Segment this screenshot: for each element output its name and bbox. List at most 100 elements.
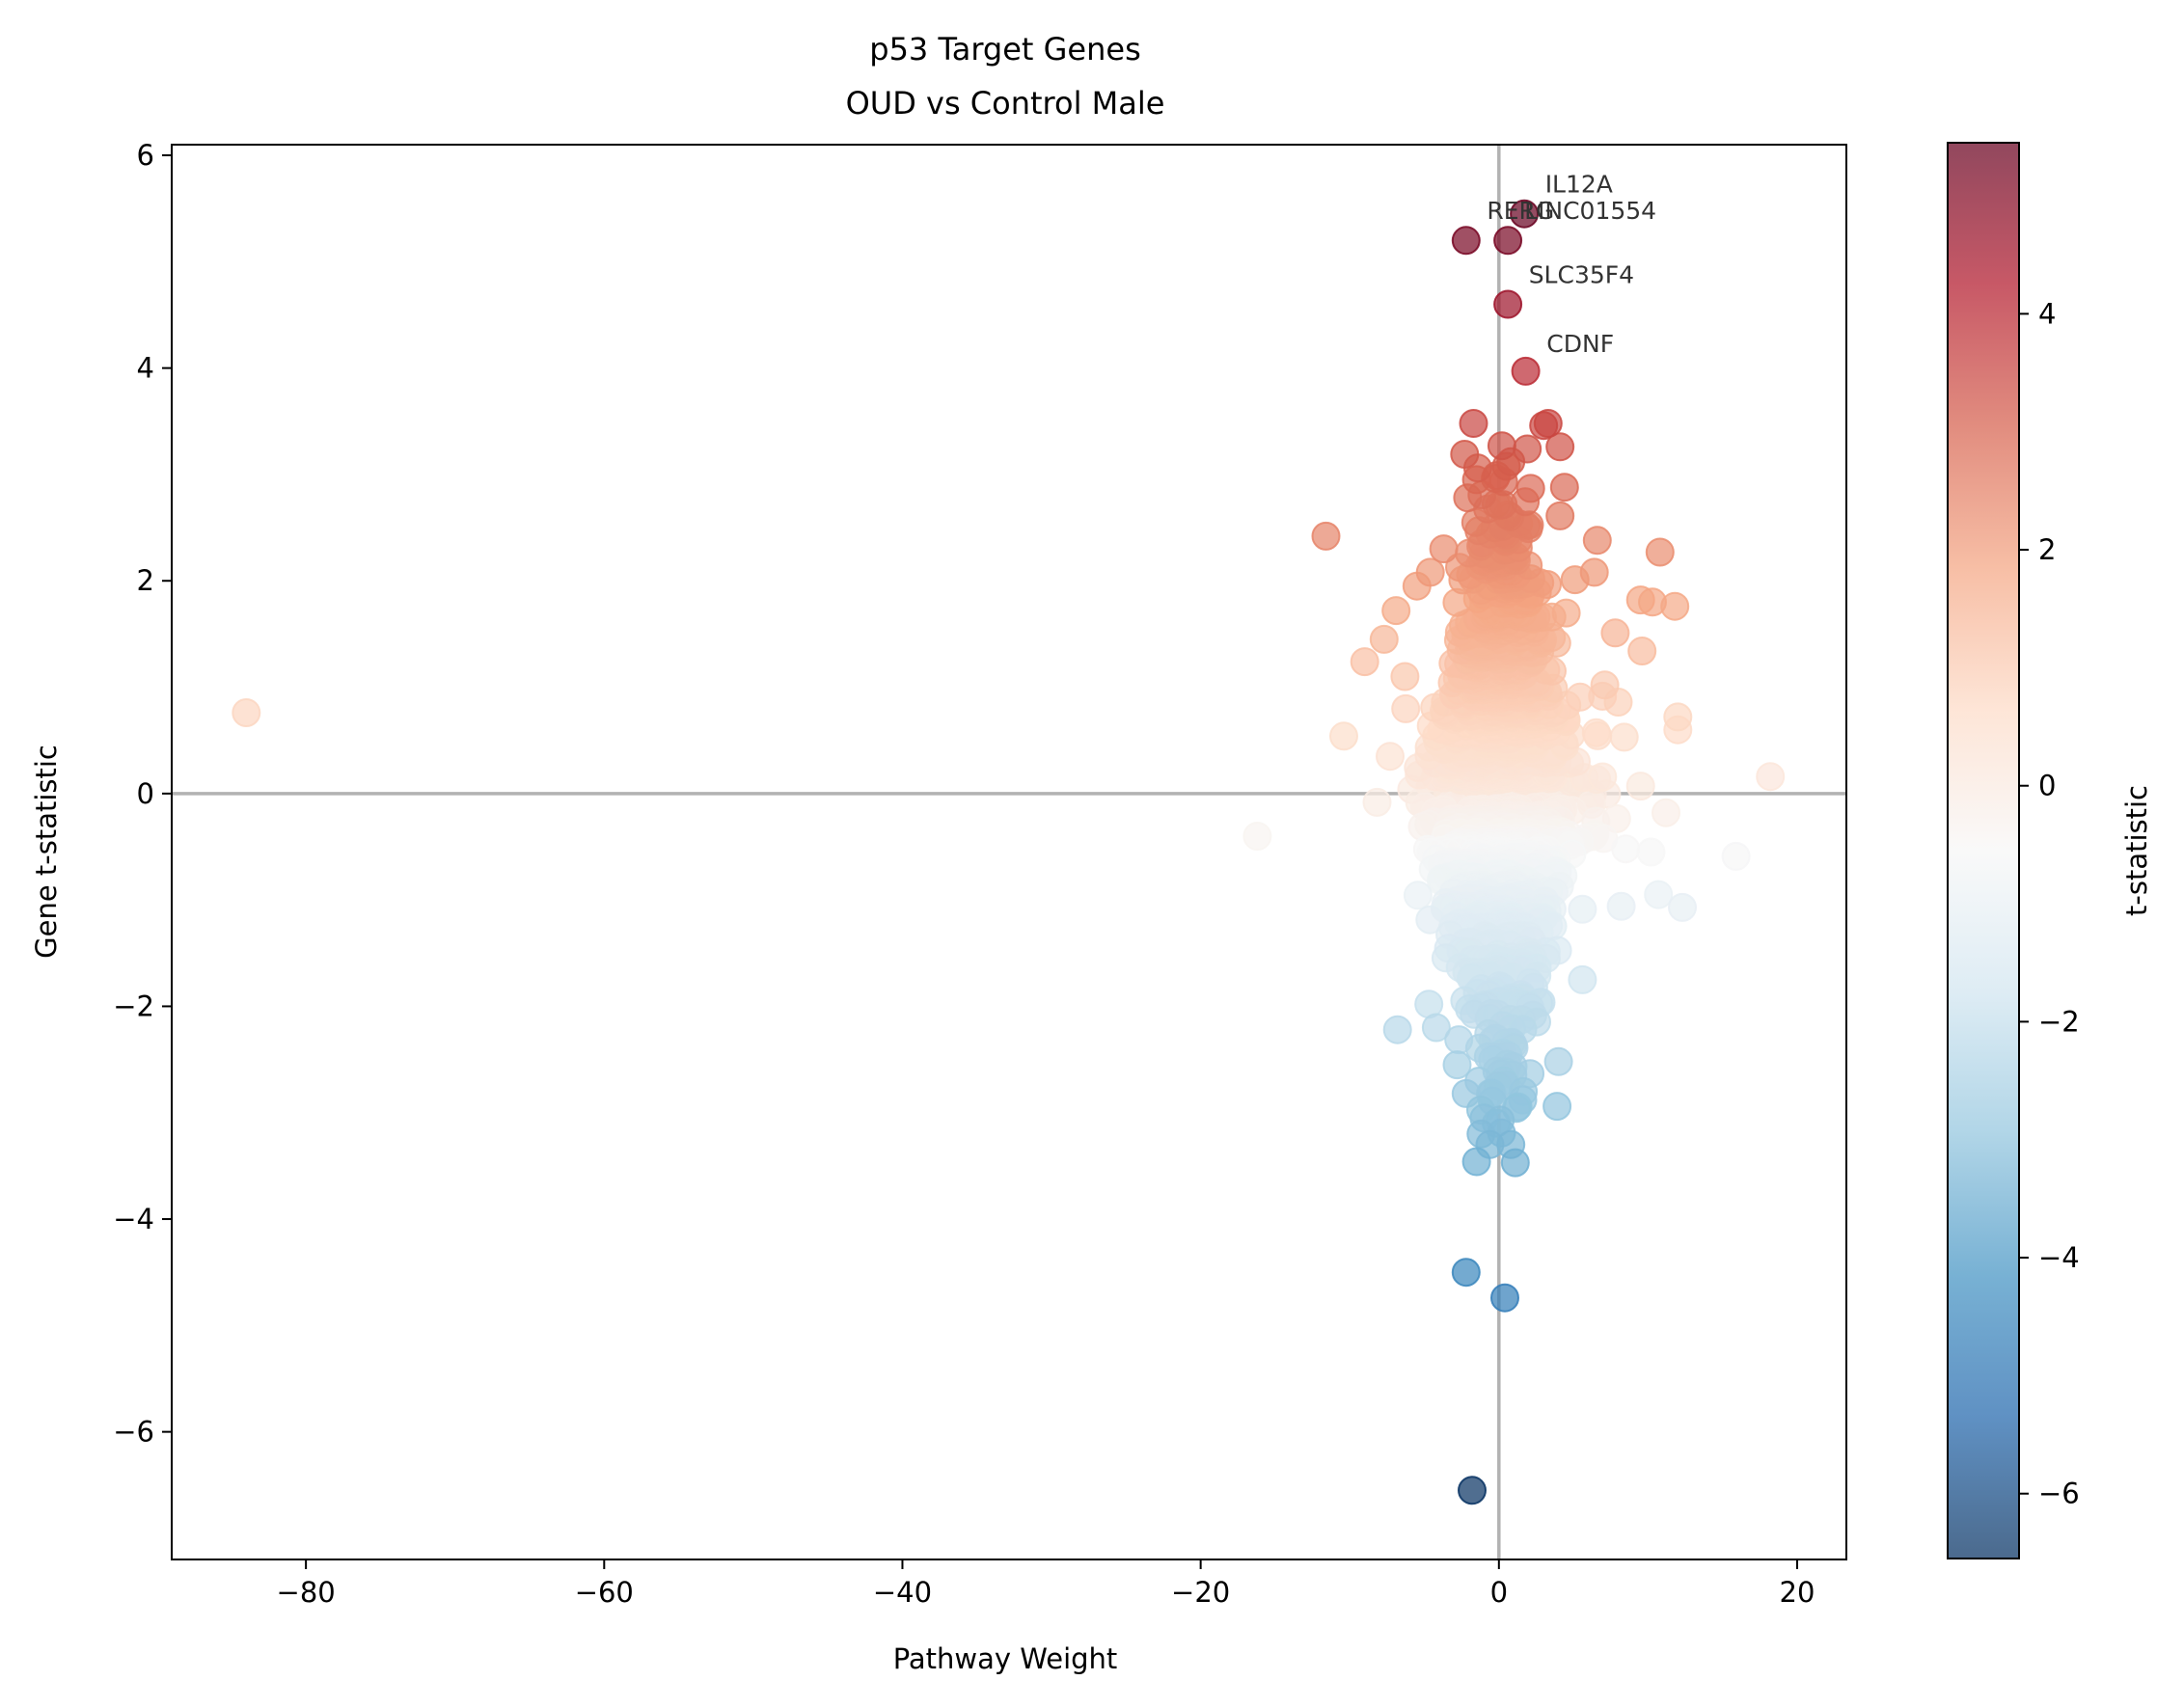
gene-point [1450,440,1480,469]
gene-point [1568,964,1597,994]
gene-point [1362,787,1392,817]
gene-point [1568,894,1597,924]
gene-point [1590,670,1620,700]
gene-point [1625,772,1655,801]
x-tick-label: −80 [277,1576,336,1609]
gene-point [1627,637,1657,665]
colorbar-tick-label: −4 [2038,1241,2080,1274]
colorbar-label: t-statistic [2120,785,2153,916]
gene-point [1542,1092,1572,1122]
gene-point [1500,1148,1530,1178]
plot-frame [171,144,1847,1560]
colorbar-gradient [1948,143,2019,1559]
y-tick-label: 0 [137,777,154,810]
gene-point-slc35f4 [1493,289,1523,319]
gene-point [1551,598,1581,628]
gene-point [1668,892,1697,922]
gene-point [1609,722,1639,752]
gene-point [1606,891,1636,921]
gene-point [1545,432,1575,462]
annotation-slc35f4: SLC35F4 [1529,260,1634,288]
x-axis-label: Pathway Weight [893,1642,1118,1675]
gene-point [1390,662,1420,691]
gene-point [1756,762,1786,792]
gene-point [1459,409,1488,438]
gene-point-il12a [1510,199,1540,229]
gene-point [1381,596,1411,626]
y-tick-label: 6 [137,139,154,172]
y-tick-label: −4 [113,1203,154,1235]
colorbar-tick-label: 4 [2038,297,2056,330]
gene-point [1429,534,1459,564]
gene-point-linc01554 [1493,226,1523,256]
gene-point [1369,624,1399,654]
gene-point [1382,1015,1412,1044]
gene-point [1533,409,1563,438]
annotation-cdnf: CDNF [1546,330,1614,358]
y-tick-label: −2 [113,990,154,1022]
y-tick-label: −6 [113,1416,154,1449]
y-axis-label: Gene t-statistic [30,745,63,959]
gene-point [1350,647,1379,677]
colorbar: −6 −4 −2 0 2 4 t-statistic [1947,142,2153,1559]
y-axis: −6 −4 −2 0 2 4 6 [113,139,172,1449]
gene-point [1487,431,1516,461]
gene-point [1490,1283,1519,1313]
annotation-rerg: RERG [1487,197,1554,225]
gene-point [1721,841,1751,871]
gene-point [1242,822,1272,851]
x-tick-label: −20 [1171,1576,1230,1609]
gene-point [1513,434,1542,464]
gene-point [1311,521,1341,551]
gene-point [1652,798,1680,827]
gene-point [1625,585,1655,615]
gene-point [1376,742,1405,772]
gene-point [1549,473,1579,502]
colorbar-ticks: −6 −4 −2 0 2 4 [2019,297,2080,1510]
chart-subtitle: OUD vs Control Male [846,85,1165,122]
chart-title: p53 Target Genes [869,31,1141,68]
x-tick-label: 20 [1780,1576,1815,1609]
gene-point [1403,881,1433,910]
gene-point [1515,474,1545,503]
gene-point [1421,1013,1451,1043]
colorbar-tick-label: 2 [2038,533,2056,566]
gene-point [1582,526,1612,556]
gene-point [1581,718,1611,747]
gene-point [1600,618,1630,648]
x-tick-label: −60 [575,1576,634,1609]
gene-point-rerg [1451,226,1481,256]
gene-point [1442,1050,1472,1080]
gene-point [1611,834,1641,864]
x-tick-label: −40 [873,1576,932,1609]
gene-point [1579,557,1609,587]
gene-point [1391,693,1421,723]
colorbar-frame [1947,142,2020,1559]
gene-point [1663,702,1693,732]
colorbar-tick-label: 0 [2038,770,2056,802]
y-tick-label: 4 [137,352,154,385]
gene-point [1644,880,1674,909]
gene-point [1588,762,1618,792]
gene-point [1545,501,1575,530]
gene-point [1458,1476,1487,1505]
gene-point [1461,1147,1491,1177]
colorbar-tick-label: −6 [2038,1478,2080,1510]
gene-point [1543,1046,1573,1076]
gene-point [1329,721,1358,751]
gene-point [1636,837,1666,867]
annotation-linc01554: LINC01554 [1524,197,1656,225]
gene-point [1415,557,1445,587]
data-points [232,199,1786,1505]
y-tick-label: 2 [137,564,154,597]
gene-point [232,698,261,727]
gene-point [1451,1258,1481,1288]
x-tick-label: 0 [1490,1576,1508,1609]
x-axis: −80 −60 −40 −20 0 20 [277,1559,1815,1609]
gene-point-cdnf [1511,356,1541,386]
gene-point [1645,537,1675,567]
annotation-il12a: IL12A [1545,171,1613,199]
